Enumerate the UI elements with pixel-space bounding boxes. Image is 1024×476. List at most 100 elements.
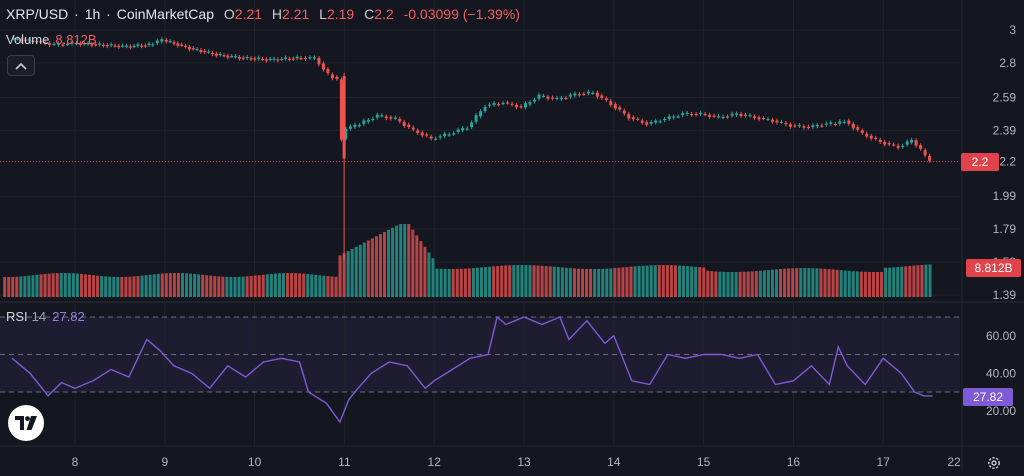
candle-body <box>497 104 501 106</box>
candle-body <box>456 129 460 133</box>
volume-bar <box>241 276 245 297</box>
candle-body <box>811 125 815 128</box>
candle-body <box>272 58 276 60</box>
volume-bar <box>593 268 597 297</box>
volume-bar <box>112 276 116 297</box>
volume-bar <box>880 271 884 297</box>
candle-body <box>604 98 608 101</box>
candle-body <box>654 120 658 123</box>
volume-bar <box>673 265 677 297</box>
volume-bar <box>96 275 100 297</box>
volume-bar <box>269 273 273 297</box>
settings-button[interactable] <box>986 455 1002 476</box>
volume-bar <box>19 276 23 297</box>
volume-bar <box>403 224 407 297</box>
volume-bar <box>661 265 665 297</box>
volume-bar <box>609 268 613 297</box>
volume-bar <box>758 270 762 297</box>
volume-bar <box>823 268 827 297</box>
tradingview-logo[interactable] <box>8 405 44 441</box>
candle-body <box>658 121 662 123</box>
symbol-label[interactable]: XRP/USD <box>6 6 69 22</box>
volume-bar <box>326 276 330 297</box>
volume-bar <box>746 271 750 297</box>
volume-bar <box>407 224 411 297</box>
time-tick-label: 16 <box>787 455 801 469</box>
candle-body <box>865 133 869 137</box>
volume-bar <box>322 275 326 297</box>
separator-dot: · <box>106 6 111 22</box>
candle-body <box>348 126 352 129</box>
volume-bar <box>346 251 350 297</box>
interval-label[interactable]: 1h <box>84 6 101 22</box>
candle-body <box>27 39 31 41</box>
candle-body <box>784 122 788 125</box>
candles <box>12 35 932 261</box>
volume-bar <box>669 265 673 297</box>
candle-body <box>519 106 523 108</box>
candle-body <box>600 95 604 98</box>
rsi-value: 27.82 <box>52 309 85 324</box>
candle-body <box>703 113 707 116</box>
candle-body <box>636 118 640 121</box>
candle-body <box>672 116 676 118</box>
candle-body <box>86 43 90 45</box>
candle-body <box>257 57 261 59</box>
volume-bar <box>718 271 722 297</box>
candle-body <box>52 43 56 45</box>
candle-body <box>887 143 891 145</box>
candle-body <box>793 125 797 127</box>
change-value: -0.03099 (−1.39%) <box>403 6 520 22</box>
volume-bar <box>463 268 467 297</box>
candle-body <box>94 44 98 46</box>
rsi-length: 14 <box>31 309 47 324</box>
volume-bar <box>152 274 156 297</box>
rsi-line <box>11 315 933 424</box>
candle-body <box>532 99 536 102</box>
candle-body <box>573 93 577 96</box>
candle-body <box>384 116 388 119</box>
volume-bar <box>277 273 281 297</box>
volume-bar <box>306 273 310 297</box>
close-key: C <box>364 6 375 22</box>
candle-body <box>160 39 164 42</box>
candle-body <box>317 57 321 65</box>
candle-body <box>829 122 833 124</box>
volume-bar <box>787 268 791 297</box>
candle-body <box>452 133 456 135</box>
candle-body <box>411 127 415 130</box>
candle-body <box>649 121 653 124</box>
candle-body <box>447 134 451 136</box>
candle-body <box>39 41 43 43</box>
volume-bar <box>617 267 621 297</box>
candle-body <box>883 141 887 145</box>
volume-bar <box>657 265 661 297</box>
volume-bar <box>613 268 617 297</box>
volume-bar <box>213 276 217 297</box>
candle-body <box>218 54 222 56</box>
volume-bar <box>738 271 742 297</box>
candle-body <box>353 124 357 128</box>
candle-body <box>663 118 667 121</box>
candle-body <box>770 119 774 122</box>
volume-bar <box>690 266 694 297</box>
volume-bar <box>338 255 342 297</box>
volume-bar <box>475 267 479 297</box>
candle-body <box>389 117 393 119</box>
candle-body <box>622 110 626 114</box>
candle-body <box>295 56 299 59</box>
candle-body <box>618 107 622 110</box>
candle-body <box>132 45 136 48</box>
volume-bar <box>564 267 568 297</box>
volume-bar <box>629 266 633 297</box>
candle-body <box>582 93 586 95</box>
candle-body <box>546 96 550 99</box>
price-tick-label: 1.99 <box>993 189 1017 203</box>
candle-body <box>806 126 810 128</box>
volume-bar <box>63 273 67 297</box>
volume-bar <box>7 276 11 297</box>
volume-bar <box>281 273 285 297</box>
candle-body <box>919 145 923 149</box>
collapse-legend-button[interactable] <box>7 55 35 76</box>
